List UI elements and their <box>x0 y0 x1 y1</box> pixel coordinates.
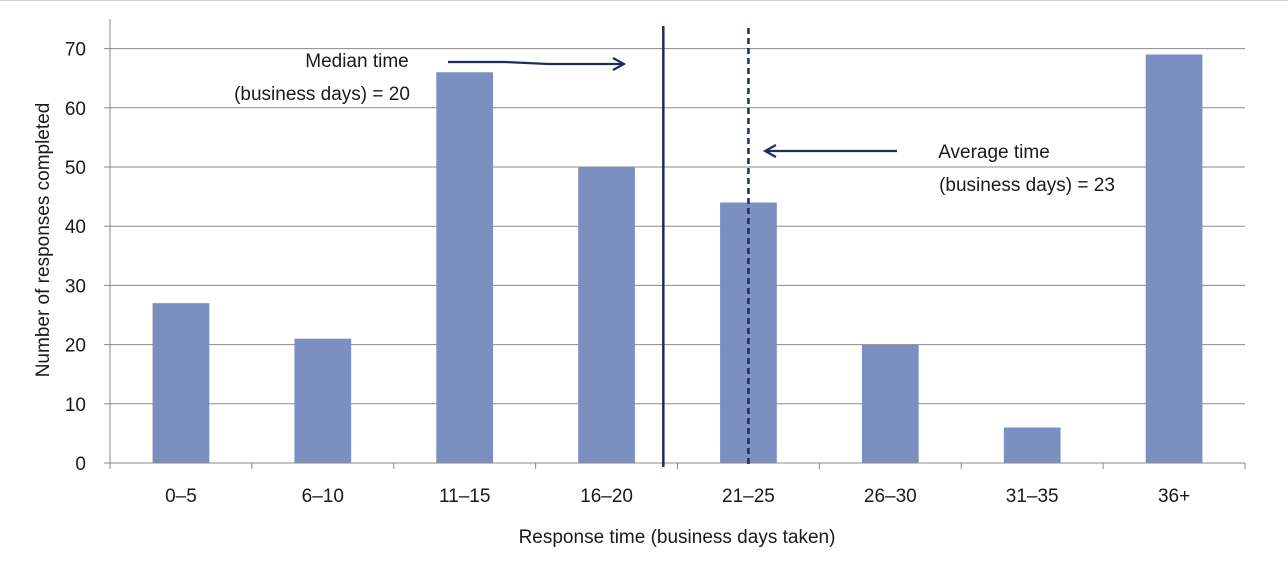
median-annotation-line2: (business days) = 20 <box>234 84 410 105</box>
bar <box>1003 427 1061 463</box>
y-tick-label: 10 <box>65 395 86 416</box>
y-tick-label: 50 <box>65 158 86 179</box>
x-tick-label: 0–5 <box>165 486 197 507</box>
median-annotation-line1: Median time <box>305 51 409 72</box>
bar <box>436 72 494 463</box>
y-tick-label: 0 <box>75 454 86 475</box>
top-border <box>0 0 1288 1</box>
y-tick-label: 30 <box>65 276 86 297</box>
median-arrow <box>448 62 624 64</box>
y-tick-labels: 0 10 20 30 40 50 60 70 <box>65 40 86 475</box>
x-tick-label: 11–15 <box>439 486 490 507</box>
bar <box>152 303 210 463</box>
gridlines <box>110 48 1245 405</box>
x-tick-label: 16–20 <box>580 486 633 507</box>
bar <box>1145 54 1203 464</box>
bars <box>152 54 1203 464</box>
x-tick-label: 21–25 <box>722 486 775 507</box>
x-tick-label: 26–30 <box>864 486 917 507</box>
bar <box>294 338 352 463</box>
x-tick-label: 6–10 <box>302 486 344 507</box>
axes <box>104 19 1246 469</box>
y-tick-label: 40 <box>65 217 86 238</box>
average-annotation-line1: Average time <box>938 142 1050 163</box>
bar <box>578 167 635 463</box>
y-axis-title: Number of responses completed <box>33 103 54 378</box>
y-tick-label: 60 <box>65 99 86 120</box>
x-tick-labels: 0–5 6–10 11–15 16–20 21–25 26–30 31–35 36+ <box>165 486 1190 507</box>
bar <box>861 344 919 463</box>
average-annotation-line2: (business days) = 23 <box>939 175 1115 196</box>
x-tick-label: 36+ <box>1158 486 1190 507</box>
y-tick-label: 20 <box>65 336 86 357</box>
x-tick-label: 31–35 <box>1006 486 1059 507</box>
y-tick-label: 70 <box>65 40 86 61</box>
reference-lines <box>662 26 750 467</box>
x-axis-title: Response time (business days taken) <box>519 527 836 548</box>
